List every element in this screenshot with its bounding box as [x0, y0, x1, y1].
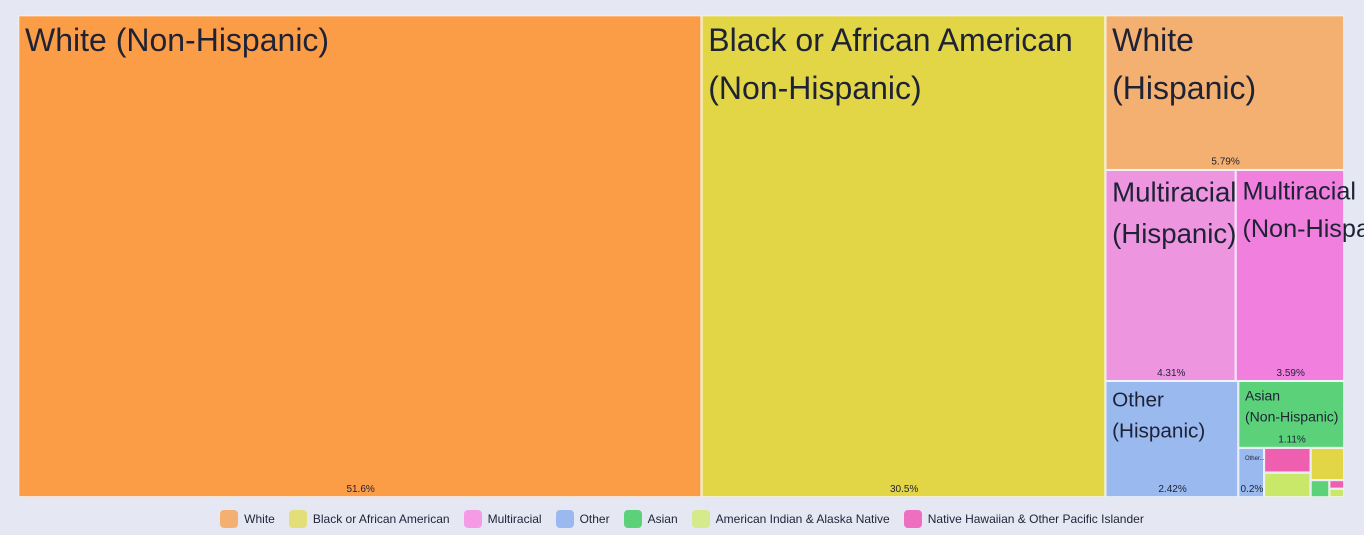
tile-label-line: Multiracial — [1242, 177, 1356, 205]
tile-rect — [1238, 381, 1344, 448]
legend-item[interactable]: American Indian & Alaska Native — [691, 510, 890, 528]
tile-label: Multiracial (Non-Hispanic) — [1242, 177, 1364, 243]
tile — [1311, 448, 1344, 480]
tile-rect — [1329, 480, 1344, 489]
tile — [1311, 480, 1329, 497]
legend-label: American Indian & Alaska Native — [715, 512, 890, 526]
tile-label: White (Hispanic) — [1112, 22, 1256, 106]
tile: Other (Hispanic) 2.42% — [1105, 381, 1238, 497]
tile: White (Non-Hispanic) 51.6% — [18, 15, 702, 497]
tile-rect — [18, 15, 702, 497]
legend-label: White — [244, 512, 275, 526]
legend-item[interactable]: Asian — [623, 510, 678, 528]
legend-icon — [691, 510, 710, 528]
tile-label-line: White — [1112, 22, 1194, 58]
value-label: 3.59% — [1277, 368, 1305, 379]
tile-label: Asian (Non-Hispanic) — [1245, 387, 1338, 424]
tile-label-line: (Non-Hispanic) — [1245, 408, 1338, 424]
tile-rect — [1238, 448, 1264, 497]
value-label: 5.79% — [1211, 157, 1239, 168]
tile-label-line: Other... — [1245, 456, 1265, 462]
tile-label: Black or African American (Non-Hispanic) — [708, 22, 1073, 106]
tile-label-line: (Hispanic) — [1112, 70, 1256, 106]
tile-rect — [1105, 170, 1236, 381]
tile-rect — [1264, 448, 1311, 473]
legend-icon — [903, 510, 922, 528]
legend-icon — [220, 510, 239, 528]
legend-label: Multiracial — [487, 512, 542, 526]
tile: Asian (Non-Hispanic) 1.11% — [1238, 381, 1344, 448]
tile-rect — [1329, 489, 1344, 497]
value-label: 1.11% — [1278, 435, 1306, 446]
tile-label-line: (Hispanic) — [1112, 218, 1236, 249]
value-label: 51.6% — [346, 484, 374, 495]
legend-item[interactable]: Native Hawaiian & Other Pacific Islander — [903, 510, 1144, 528]
value-label: 4.31% — [1157, 368, 1185, 379]
legend-label: Native Hawaiian & Other Pacific Islander — [927, 512, 1144, 526]
legend-icon — [288, 510, 307, 528]
legend-label: Asian — [647, 512, 678, 526]
tile: Multiracial (Hispanic) 4.31% — [1105, 170, 1236, 381]
tile-label-line: Other — [1112, 388, 1164, 411]
tile-label-line: (Non-Hispanic) — [708, 70, 921, 106]
tile-label-line: (Hispanic) — [1112, 419, 1205, 442]
legend-icon — [463, 510, 482, 528]
legend-icon — [623, 510, 642, 528]
tile-label-line: White (Non-Hispanic) — [25, 22, 329, 58]
legend-label: Black or African American — [312, 512, 450, 526]
legend-item[interactable]: Black or African American — [288, 510, 450, 528]
tile-label: Other (Hispanic) — [1112, 388, 1205, 442]
tile-label: Multiracial (Hispanic) — [1112, 177, 1236, 249]
value-label: 30.5% — [890, 484, 918, 495]
tile: Black or African American (Non-Hispanic) 3… — [702, 15, 1105, 497]
value-label: 2.42% — [1158, 484, 1186, 495]
value-label: 0.2% — [1241, 484, 1264, 495]
legend-label: Other — [579, 512, 610, 526]
legend: White Black or African American Multiracia… — [0, 508, 1364, 530]
tile-rect — [1264, 473, 1311, 497]
tile — [1264, 448, 1311, 473]
tile-label: Other... — [1245, 456, 1265, 462]
tile-rect — [1311, 448, 1344, 480]
tile-rect — [1105, 15, 1344, 170]
legend-item[interactable]: White — [220, 510, 275, 528]
tile-label-line: (Non-Hispanic) — [1242, 215, 1364, 243]
tile-label-line: Black or African American — [708, 22, 1073, 58]
treemap: White (Non-Hispanic) 51.6% Black or Africa… — [18, 15, 1364, 497]
legend-item[interactable]: Other — [555, 510, 610, 528]
tile — [1329, 489, 1344, 497]
tile-rect — [702, 15, 1105, 497]
tile: Other... 0.2% — [1238, 448, 1265, 497]
tile-rect — [1105, 381, 1238, 497]
legend-item[interactable]: Multiracial — [463, 510, 542, 528]
tile-rect — [1236, 170, 1344, 381]
tile-label-line: Multiracial — [1112, 177, 1236, 208]
tile-label-line: Asian — [1245, 387, 1280, 403]
tile — [1329, 480, 1344, 489]
tile: White (Hispanic) 5.79% — [1105, 15, 1344, 170]
legend-icon — [555, 510, 574, 528]
tile: Multiracial (Non-Hispanic) 3.59% — [1236, 170, 1364, 381]
tile-rect — [1311, 480, 1329, 497]
tile — [1264, 473, 1311, 497]
tile-label: White (Non-Hispanic) — [25, 22, 329, 58]
